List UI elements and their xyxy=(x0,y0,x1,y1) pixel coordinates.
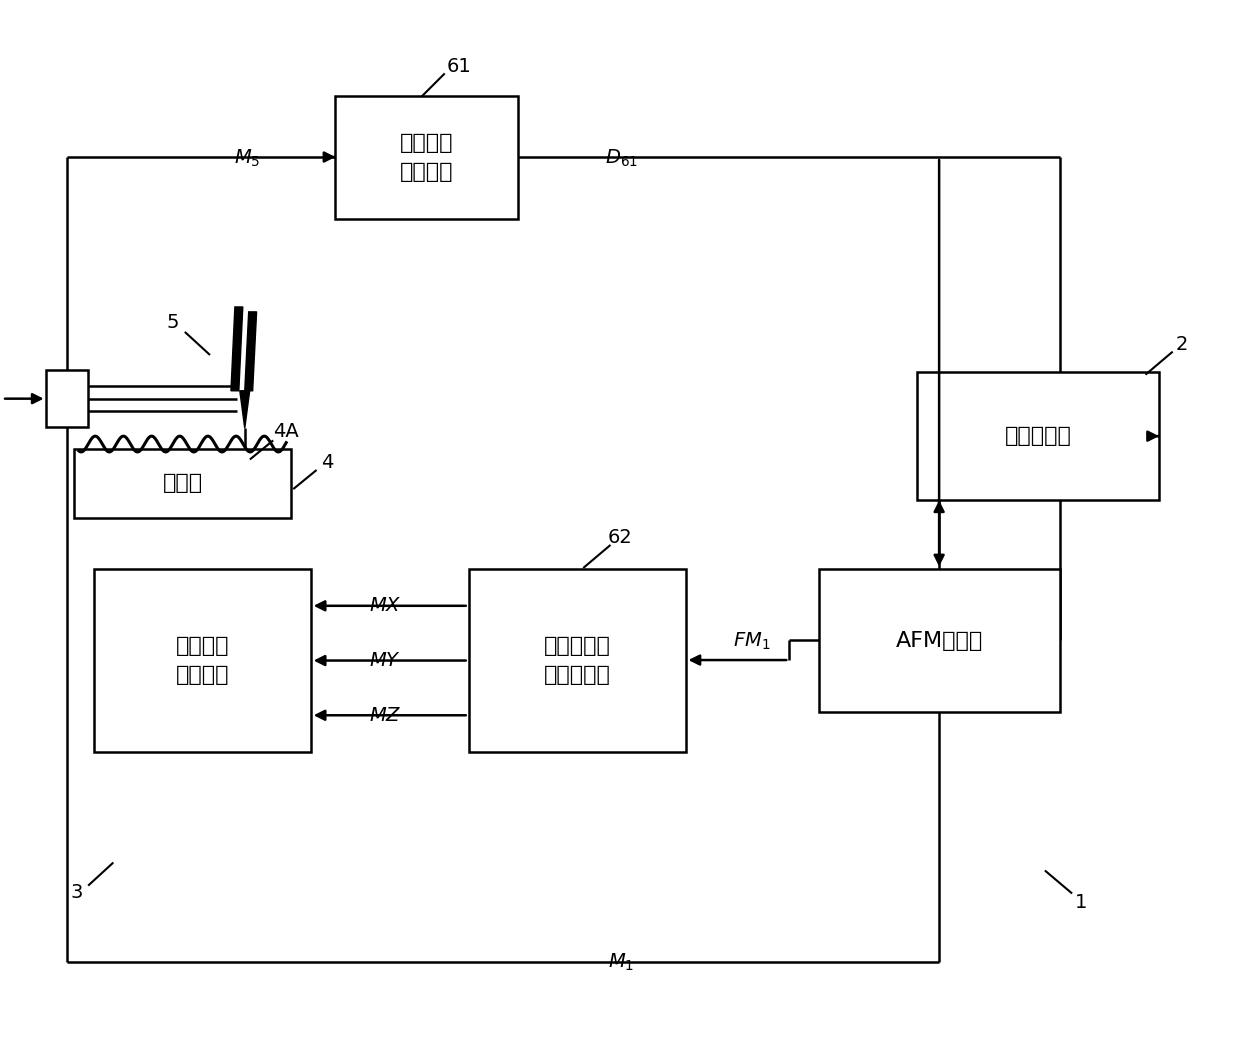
Text: $M_5$: $M_5$ xyxy=(233,147,260,168)
Text: 压电陶瓷
管扫描器: 压电陶瓷 管扫描器 xyxy=(176,635,229,685)
Text: 图形显示器: 图形显示器 xyxy=(1004,427,1071,446)
Polygon shape xyxy=(244,311,257,390)
Text: 3: 3 xyxy=(71,883,83,902)
Text: $D_{61}$: $D_{61}$ xyxy=(605,147,639,168)
Polygon shape xyxy=(239,390,249,429)
Text: $MY$: $MY$ xyxy=(368,651,401,670)
Polygon shape xyxy=(231,307,243,390)
Text: 样品台: 样品台 xyxy=(162,473,202,493)
Text: 2: 2 xyxy=(1176,335,1188,354)
FancyBboxPatch shape xyxy=(46,371,88,428)
Text: $M_1$: $M_1$ xyxy=(609,951,635,973)
Text: 62: 62 xyxy=(608,528,632,547)
Text: 61: 61 xyxy=(446,57,471,76)
Text: $FM_1$: $FM_1$ xyxy=(733,631,770,652)
Text: AFM控制器: AFM控制器 xyxy=(897,631,983,651)
Text: 5: 5 xyxy=(166,313,179,332)
FancyBboxPatch shape xyxy=(336,95,518,219)
Text: 反馈信号
检测电路: 反馈信号 检测电路 xyxy=(401,133,454,183)
FancyBboxPatch shape xyxy=(918,372,1159,500)
Text: 1: 1 xyxy=(1075,893,1087,912)
FancyBboxPatch shape xyxy=(94,569,311,752)
FancyBboxPatch shape xyxy=(74,449,291,518)
Text: 4A: 4A xyxy=(273,421,299,441)
FancyBboxPatch shape xyxy=(469,569,686,752)
Text: 4: 4 xyxy=(321,454,334,472)
Text: $MZ$: $MZ$ xyxy=(368,706,401,725)
Text: $MX$: $MX$ xyxy=(368,596,401,616)
FancyBboxPatch shape xyxy=(818,569,1060,712)
Text: 扫描控制信
号处理电路: 扫描控制信 号处理电路 xyxy=(543,635,610,685)
